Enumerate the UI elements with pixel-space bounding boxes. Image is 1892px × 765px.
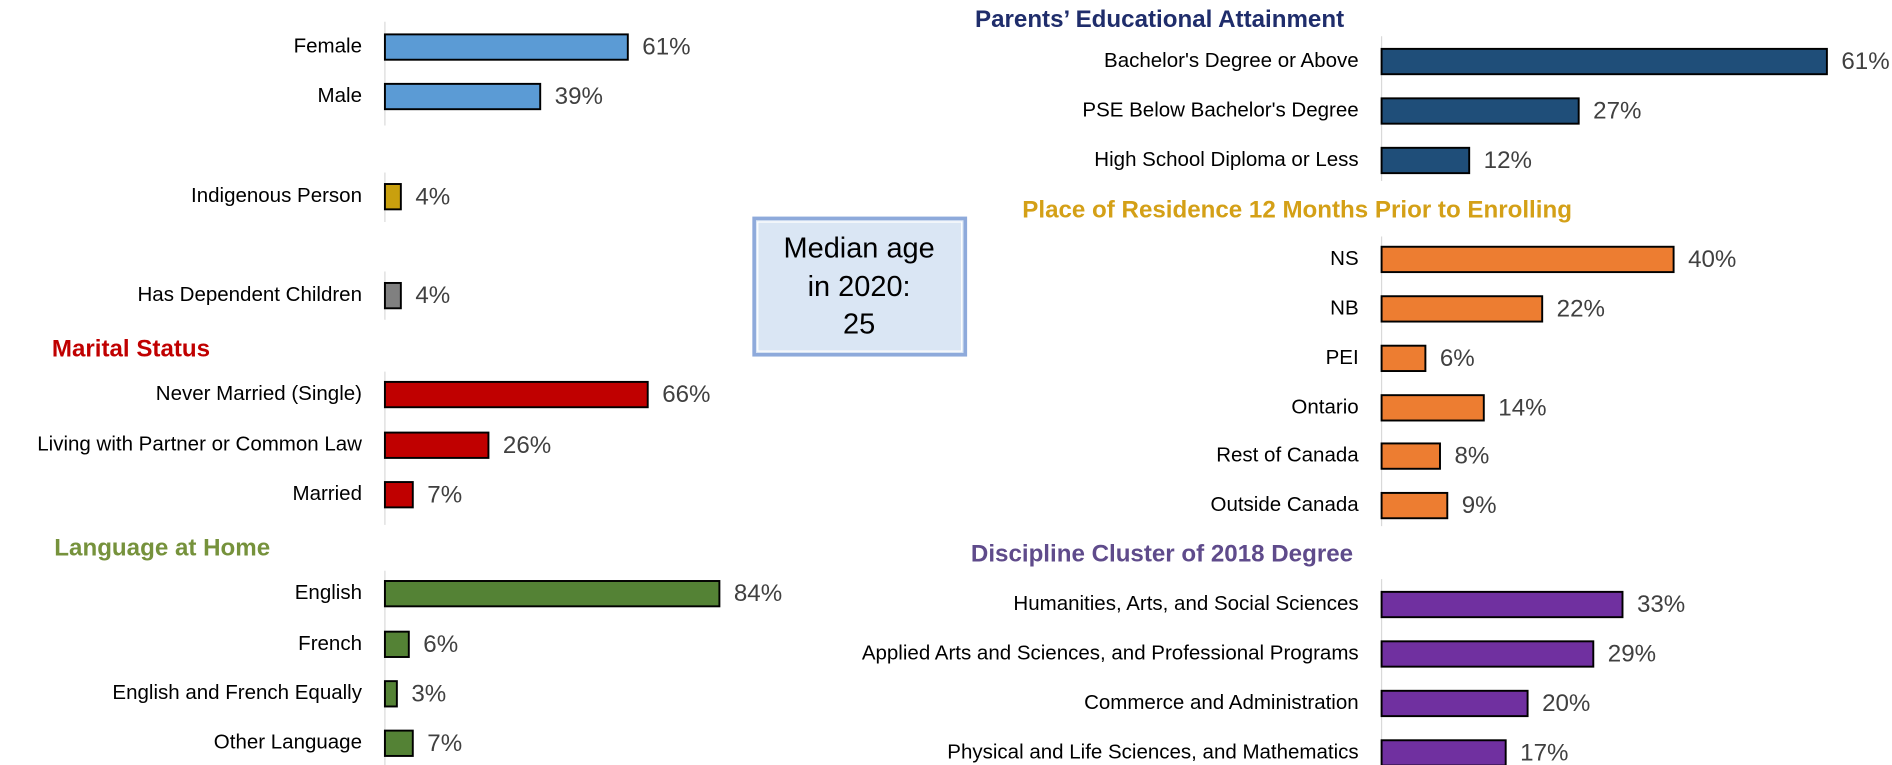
bar <box>383 580 721 608</box>
category-label: Outside Canada <box>1211 493 1360 516</box>
bar <box>383 729 414 757</box>
bar <box>383 630 410 658</box>
category-label: NS <box>1330 247 1358 270</box>
bar <box>383 380 649 409</box>
bar <box>1380 245 1675 274</box>
value-label: 7% <box>427 481 462 508</box>
value-label: 8% <box>1454 443 1489 470</box>
value-label: 22% <box>1557 295 1605 322</box>
category-label: Indigenous Person <box>191 184 362 207</box>
value-label: 33% <box>1637 591 1685 618</box>
category-label: Ontario <box>1291 395 1358 418</box>
value-label: 61% <box>642 34 690 61</box>
value-label: 3% <box>411 680 446 707</box>
bar <box>1380 394 1485 422</box>
category-label: Female <box>294 34 362 57</box>
bar <box>383 431 490 459</box>
value-label: 14% <box>1498 394 1546 421</box>
bar <box>1380 739 1507 765</box>
group-title: Parents’ Educational Attainment <box>975 6 1344 33</box>
value-label: 4% <box>415 282 450 309</box>
category-label: PEI <box>1326 346 1359 369</box>
value-label: 84% <box>734 580 782 607</box>
group-title: Discipline Cluster of 2018 Degree <box>971 540 1353 567</box>
category-label: Applied Arts and Sciences, and Professio… <box>862 641 1359 664</box>
bar <box>1380 442 1441 470</box>
category-label: Rest of Canada <box>1216 444 1359 467</box>
bar <box>383 680 398 708</box>
bar <box>383 281 402 310</box>
value-label: 29% <box>1608 641 1656 668</box>
value-label: 17% <box>1520 740 1568 765</box>
group-title: Place of Residence 12 Months Prior to En… <box>1022 197 1572 224</box>
bar <box>383 33 629 61</box>
value-label: 7% <box>427 730 462 757</box>
value-label: 12% <box>1484 147 1532 174</box>
bar <box>1380 590 1624 619</box>
bar <box>383 183 402 211</box>
category-label: Bachelor's Degree or Above <box>1104 49 1359 72</box>
value-label: 20% <box>1542 690 1590 717</box>
bar <box>1380 344 1427 373</box>
value-label: 40% <box>1688 246 1736 273</box>
value-label: 4% <box>415 183 450 210</box>
category-label: Commerce and Administration <box>1084 691 1359 714</box>
annotation-box-inner <box>757 221 963 352</box>
group-title: Marital Status <box>52 335 210 362</box>
category-label: Married <box>292 482 361 505</box>
bar <box>1380 640 1595 668</box>
value-label: 39% <box>555 83 603 110</box>
bar <box>1380 295 1544 323</box>
category-label: French <box>298 632 362 655</box>
category-label: Male <box>318 84 362 107</box>
annotation-line: Median age <box>784 232 935 264</box>
value-label: 61% <box>1841 48 1889 75</box>
category-label: English <box>295 581 362 604</box>
value-label: 66% <box>662 381 710 408</box>
category-label: Living with Partner or Common Law <box>37 433 362 456</box>
category-label: English and French Equally <box>112 681 362 704</box>
value-label: 6% <box>1440 345 1475 372</box>
bar <box>1380 491 1449 520</box>
category-label: Humanities, Arts, and Social Sciences <box>1013 592 1358 615</box>
annotation-line: 25 <box>843 308 875 340</box>
bar <box>1380 146 1471 175</box>
category-label: Physical and Life Sciences, and Mathemat… <box>947 740 1358 763</box>
bar <box>1380 97 1580 125</box>
value-label: 9% <box>1462 492 1497 519</box>
value-label: 27% <box>1593 98 1641 125</box>
category-label: Never Married (Single) <box>156 382 362 405</box>
annotation-line: in 2020: <box>808 271 911 303</box>
category-label: Has Dependent Children <box>137 283 362 306</box>
category-label: Other Language <box>214 731 362 754</box>
value-label: 6% <box>423 631 458 658</box>
bar <box>383 481 414 509</box>
annotation-box <box>752 216 968 357</box>
category-label: High School Diploma or Less <box>1094 148 1358 171</box>
bar <box>1380 689 1529 718</box>
value-label: 26% <box>503 432 551 459</box>
group-title: Language at Home <box>54 534 270 561</box>
category-label: PSE Below Bachelor's Degree <box>1082 98 1358 121</box>
bar <box>383 82 542 111</box>
bar <box>1380 47 1828 76</box>
category-label: NB <box>1330 296 1358 319</box>
